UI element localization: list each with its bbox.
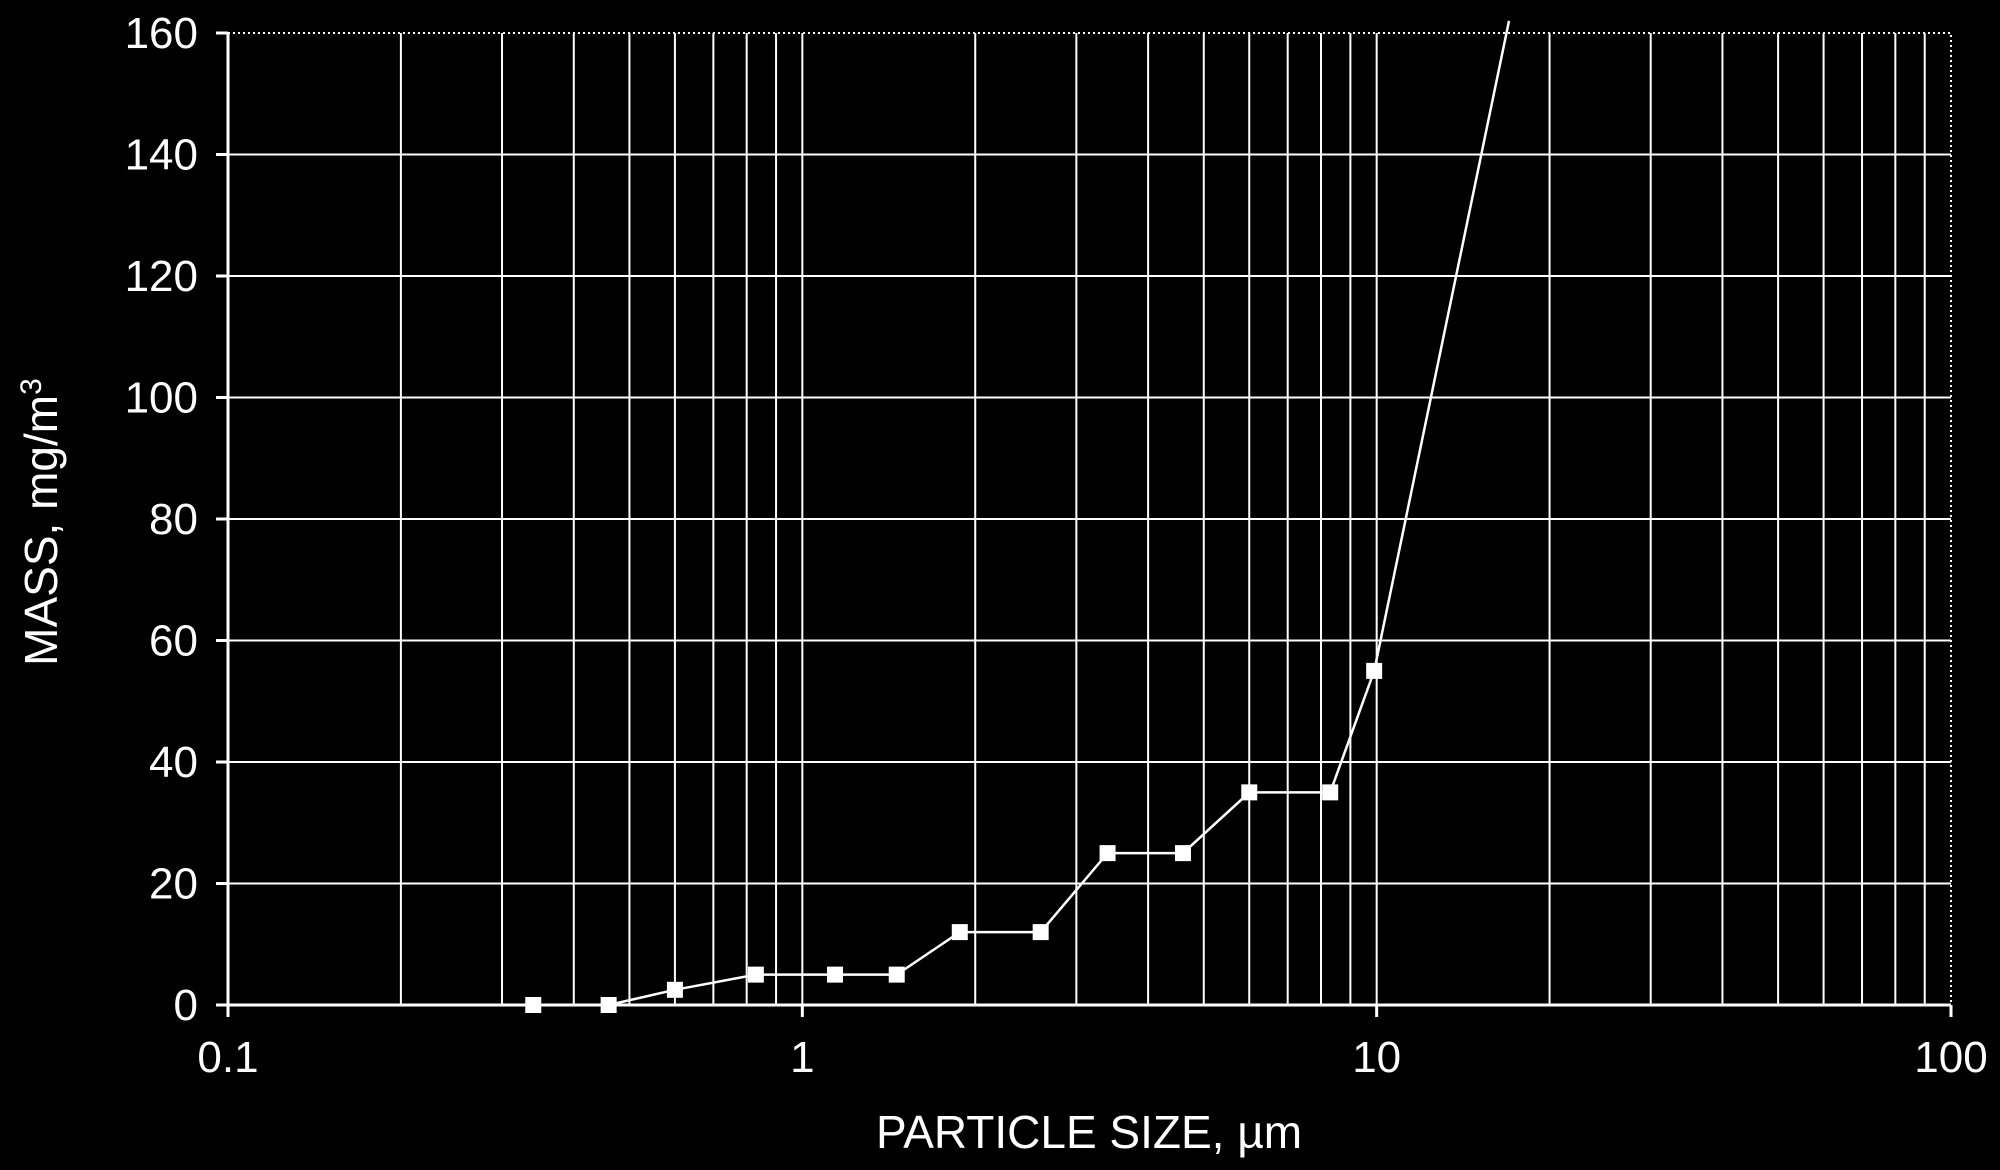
x-axis-label: PARTICLE SIZE, µm [876, 1106, 1302, 1158]
x-tick-label-2: 10 [1352, 1033, 1401, 1082]
data-point-12 [1366, 662, 1383, 679]
data-point-9 [1174, 845, 1191, 862]
y-tick-label-0: 0 [174, 981, 198, 1030]
x-tick-label-0: 0.1 [197, 1033, 258, 1082]
data-point-2 [666, 981, 683, 998]
data-point-3 [747, 966, 764, 983]
data-point-6 [951, 924, 968, 941]
y-tick-label-5: 100 [125, 374, 198, 423]
y-tick-labels: 0 20 40 60 80 100 120 140 160 [125, 9, 198, 1030]
axis-tick-marks [216, 31, 1953, 1017]
y-tick-label-8: 160 [125, 9, 198, 58]
y-tick-label-6: 120 [125, 252, 198, 301]
data-point-5 [888, 966, 905, 983]
x-tick-label-1: 1 [790, 1033, 814, 1082]
y-tick-label-2: 40 [149, 738, 198, 787]
y-tick-label-4: 80 [149, 495, 198, 544]
data-point-0 [525, 997, 542, 1013]
data-point-11 [1322, 784, 1339, 801]
data-point-10 [1241, 784, 1258, 801]
series [525, 20, 1511, 1013]
y-tick-label-1: 20 [149, 860, 198, 909]
y-axis-label-sup: 3 [15, 378, 48, 395]
x-tick-labels: 0.1 1 10 100 [197, 1033, 1987, 1082]
grid [228, 33, 1951, 1005]
y-tick-label-7: 140 [125, 131, 198, 180]
data-point-8 [1099, 845, 1116, 862]
y-axis-label-main: MASS, mg/m [15, 395, 67, 666]
x-tick-label-3: 100 [1914, 1033, 1987, 1082]
series-line-0 [533, 20, 1511, 1007]
y-tick-label-3: 60 [149, 617, 198, 666]
data-point-1 [600, 997, 617, 1013]
data-point-7 [1032, 924, 1049, 941]
y-axis-label: MASS, mg/m3 [15, 378, 67, 666]
data-point-4 [827, 966, 844, 983]
